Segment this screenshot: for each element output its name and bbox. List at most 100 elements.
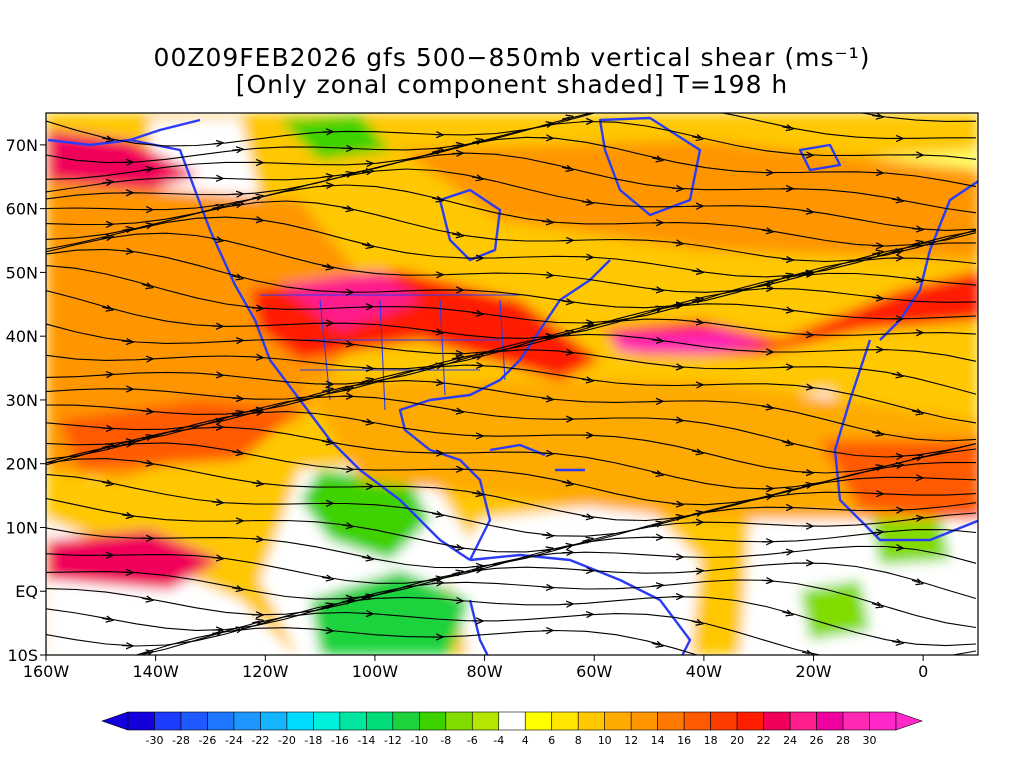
streamline-arrow: [911, 580, 920, 582]
streamline-arrow: [451, 410, 460, 411]
streamline: [46, 120, 977, 180]
streamline-arrow: [671, 188, 680, 189]
colorbar-label: 30: [863, 734, 877, 747]
colorbar-label: -4: [493, 734, 504, 747]
colorbar-label: -22: [251, 734, 269, 747]
shade-negative: [870, 510, 950, 565]
streamline: [46, 364, 977, 424]
streamline-arrow: [801, 485, 810, 487]
streamline-arrow: [891, 374, 900, 376]
streamline: [46, 545, 977, 600]
streamline-arrow: [541, 275, 550, 276]
streamline: [46, 184, 977, 247]
streamline-arrow: [101, 307, 110, 309]
streamline-arrow: [801, 274, 810, 275]
streamline-arrow: [761, 284, 770, 286]
streamline-arrow: [431, 331, 440, 332]
y-tick-label: 10S: [7, 646, 38, 665]
streamline-arrow: [781, 127, 790, 129]
streamline-arrow: [251, 483, 260, 484]
colorbar-box: [604, 711, 632, 731]
colorbar-box: [710, 711, 738, 731]
streamline-arrow: [361, 164, 370, 165]
streamline-arrow: [891, 251, 900, 253]
y-tick-label: 60N: [6, 200, 38, 219]
streamline-arrow: [561, 352, 570, 353]
streamline-arrow: [231, 149, 240, 150]
streamline-arrow: [651, 340, 660, 341]
streamline-arrow: [101, 182, 110, 183]
colorbar-box: [207, 711, 235, 731]
y-tick-label: 40N: [6, 327, 38, 346]
title-line-2: [Only zonal component shaded] T=198 h: [235, 70, 789, 99]
coastline-segment: [833, 339, 978, 542]
streamline: [46, 303, 977, 355]
shade-weak: [450, 500, 700, 655]
colorbar-box: [233, 711, 261, 731]
x-tick-label: 0: [918, 662, 928, 681]
colorbar-left-arrow: [101, 711, 129, 731]
colorbar-label: -30: [145, 734, 163, 747]
streamline-arrow: [141, 652, 150, 654]
streamline-arrow: [341, 208, 350, 210]
streamline: [46, 333, 977, 385]
streamline-arrow: [561, 301, 570, 302]
streamline-arrow: [891, 199, 900, 201]
streamline-arrow: [451, 572, 460, 574]
streamline-arrow: [781, 275, 790, 277]
streamline-arrow: [321, 266, 330, 268]
colorbar-label: -20: [278, 734, 296, 747]
streamline-arrow: [781, 612, 790, 614]
colorbar-label: -18: [304, 734, 322, 747]
streamline-arrow: [451, 145, 460, 146]
streamline-arrow: [361, 380, 370, 382]
streamline-arrow: [211, 558, 220, 559]
streamline-arrow: [141, 463, 150, 464]
colorbar-box: [736, 711, 764, 731]
colorbar-label: -12: [384, 734, 402, 747]
streamline-arrow: [541, 453, 550, 454]
streamline-arrow: [541, 535, 550, 536]
streamline-arrow: [101, 237, 110, 238]
streamline-arrow: [671, 243, 680, 244]
streamline-arrow: [451, 234, 460, 235]
streamline-arrow: [781, 310, 790, 311]
streamline-arrow: [341, 344, 350, 345]
colorbar-box: [339, 711, 367, 731]
colorbar-label: -8: [440, 734, 451, 747]
streamline-arrow: [451, 357, 460, 359]
x-tick-label: 120W: [242, 662, 289, 681]
streamline-arrow: [211, 502, 220, 503]
streamline-arrow: [431, 513, 440, 515]
streamline-arrow: [211, 375, 220, 376]
streamline-arrow: [251, 308, 260, 309]
colorbar-right-arrow: [895, 711, 923, 731]
shade-negative: [310, 570, 470, 655]
streamline-arrow: [141, 411, 150, 412]
coastline-segment: [438, 188, 502, 262]
streamline-arrow: [251, 357, 260, 358]
streamline: [46, 318, 977, 370]
colorbar-box: [366, 711, 394, 731]
streamline: [46, 152, 977, 214]
coastline-segment: [47, 118, 201, 147]
streamline-arrow: [121, 341, 130, 342]
shade-negative: [300, 470, 430, 560]
x-tick-label: 140W: [132, 662, 179, 681]
streamline-arrow: [651, 585, 660, 586]
streamline-arrow: [101, 374, 110, 375]
colorbar-label: 8: [575, 734, 582, 747]
streamline-arrow: [561, 117, 570, 119]
streamline-arrow: [341, 388, 350, 390]
streamline-arrow: [581, 516, 590, 517]
colorbar-box: [419, 711, 447, 731]
streamline-arrow: [361, 596, 370, 598]
streamline-arrow: [561, 167, 570, 169]
streamline-arrow: [321, 630, 330, 631]
streamline: [46, 411, 977, 474]
streamline-arrow: [761, 496, 770, 497]
streamline-arrow: [691, 299, 700, 302]
shade-strong: [610, 330, 770, 355]
streamline-arrow: [691, 451, 700, 453]
streamline: [46, 113, 977, 147]
